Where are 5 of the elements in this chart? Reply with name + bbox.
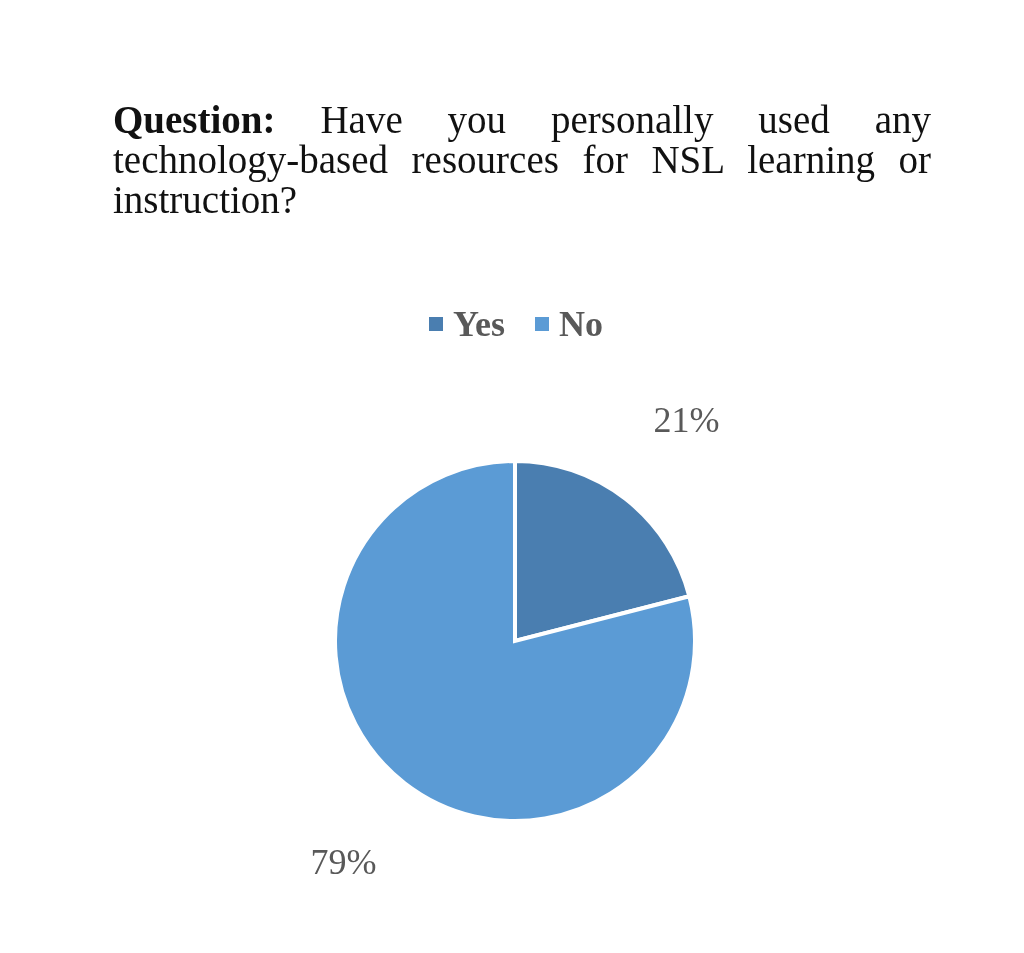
chart-title: Question: Have you personally used any technology-based resources for NSL learning or instruction? [113,98,931,221]
legend-label: No [558,303,603,345]
data-label: 79% [310,842,377,883]
data-label: 21% [653,399,720,440]
legend-label: Yes [452,303,505,345]
